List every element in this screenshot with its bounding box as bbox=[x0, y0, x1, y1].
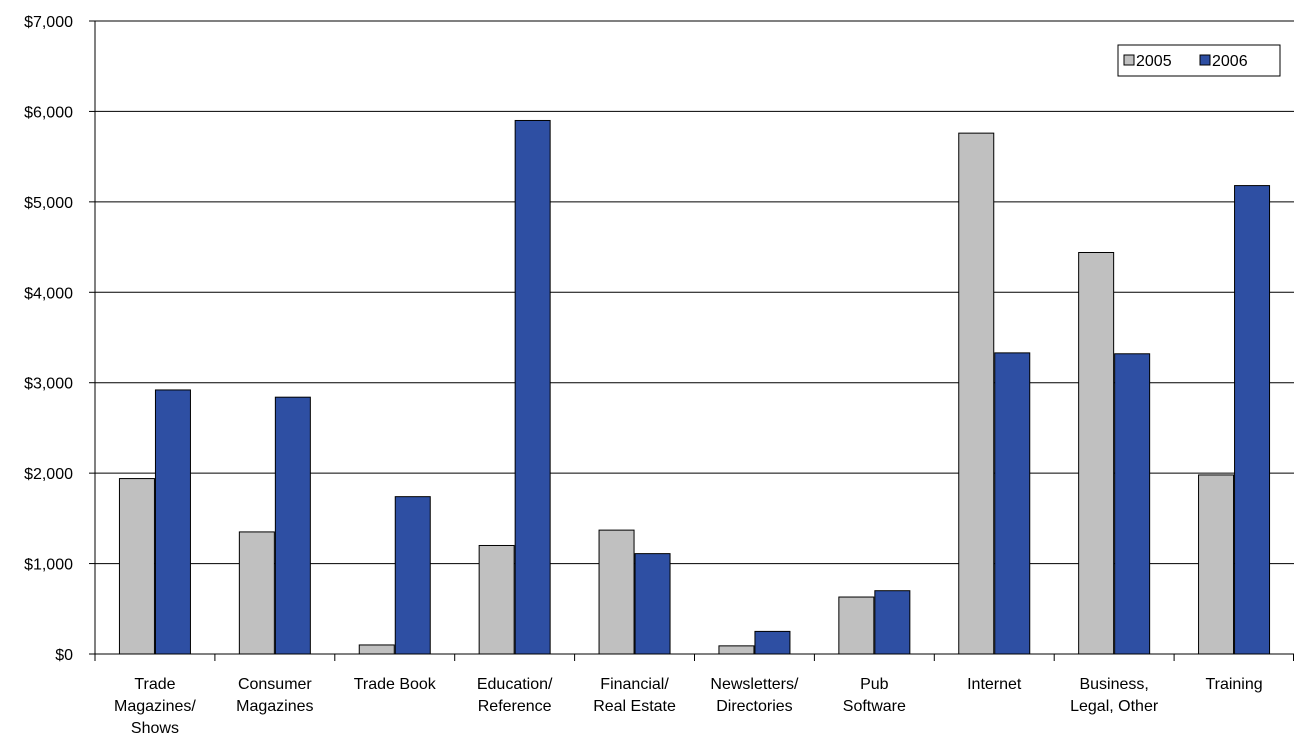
bar-2006 bbox=[394, 496, 431, 655]
bar-2005 bbox=[238, 531, 275, 655]
bar-2006 bbox=[1234, 185, 1271, 655]
bar-2005 bbox=[838, 596, 875, 655]
bar-2005 bbox=[118, 478, 155, 655]
bar-2005 bbox=[358, 644, 395, 655]
y-tick-label: $6,000 bbox=[24, 104, 73, 121]
x-category-label-line: Shows bbox=[131, 720, 179, 737]
legend-swatch-2005 bbox=[1123, 54, 1135, 66]
x-category-label-line: Training bbox=[1205, 676, 1262, 693]
y-tick-label: $1,000 bbox=[24, 557, 73, 574]
x-category-label: Pub Software bbox=[843, 676, 906, 715]
legend-label-2005: 2005 bbox=[1136, 53, 1172, 70]
axes bbox=[94, 21, 1294, 661]
y-tick-label: $7,000 bbox=[24, 14, 73, 31]
bar-2006 bbox=[274, 396, 311, 655]
bar-2005 bbox=[478, 544, 515, 655]
bar-2005 bbox=[1078, 251, 1115, 655]
legend-swatch-2006 bbox=[1199, 54, 1211, 66]
x-category-label-line: Software bbox=[843, 698, 906, 715]
legend-box bbox=[1117, 44, 1281, 77]
legend-label-2006: 2006 bbox=[1212, 53, 1248, 70]
bar-2005 bbox=[958, 132, 995, 655]
x-category-label: Trade Book bbox=[354, 676, 437, 693]
x-category-label-line: Legal, Other bbox=[1070, 698, 1159, 715]
x-category-label: Education/Reference bbox=[477, 676, 553, 715]
x-category-label-line: Internet bbox=[967, 676, 1022, 693]
bar-2005 bbox=[598, 529, 635, 655]
x-category-label-line: Trade Book bbox=[354, 676, 437, 693]
y-tick-label: $4,000 bbox=[24, 285, 73, 302]
x-category-label-line: Education/ bbox=[477, 676, 553, 693]
x-category-label-line: Newsletters/ bbox=[710, 676, 799, 693]
bar-2006 bbox=[514, 119, 551, 655]
x-category-label-line: Trade bbox=[134, 676, 175, 693]
y-tick-label: $3,000 bbox=[24, 376, 73, 393]
x-category-label: Newsletters/Directories bbox=[710, 676, 799, 715]
x-category-label: Internet bbox=[967, 676, 1022, 693]
legend: 2005 2006 bbox=[1117, 44, 1281, 77]
x-category-label-line: Pub bbox=[860, 676, 889, 693]
bars bbox=[118, 119, 1271, 655]
bar-2006 bbox=[634, 553, 671, 655]
x-category-label: Consumer Magazines bbox=[236, 676, 313, 715]
x-category-label-line: Consumer bbox=[238, 676, 312, 693]
x-axis-category-labels: Trade Magazines/Shows Consumer Magazines Tra… bbox=[114, 676, 1263, 737]
x-category-label-line: Business, bbox=[1079, 676, 1148, 693]
x-category-label-line: Directories bbox=[716, 698, 792, 715]
x-category-label-line: Reference bbox=[478, 698, 552, 715]
bar-2006 bbox=[754, 630, 791, 655]
y-axis-tick-labels: $0 $1,000 $2,000 $3,000 $4,000 $5,000 $6,000 $7… bbox=[24, 14, 73, 664]
bar-2006 bbox=[874, 590, 911, 655]
x-category-label: Financial/Real Estate bbox=[593, 676, 676, 715]
x-category-label-line: Financial/ bbox=[600, 676, 669, 693]
y-tick-label: $2,000 bbox=[24, 466, 73, 483]
bar-2006 bbox=[994, 352, 1031, 655]
y-tick-label: $5,000 bbox=[24, 195, 73, 212]
x-category-label-line: Real Estate bbox=[593, 698, 676, 715]
x-category-label: Training bbox=[1205, 676, 1262, 693]
bar-2005 bbox=[718, 645, 755, 655]
bar-2006 bbox=[154, 389, 191, 655]
bar-2006 bbox=[1114, 353, 1151, 655]
bar-2005 bbox=[1198, 474, 1235, 655]
x-category-label-line: Magazines/ bbox=[114, 698, 196, 715]
x-category-label-line: Magazines bbox=[236, 698, 313, 715]
x-category-label: Business, Legal, Other bbox=[1070, 676, 1159, 715]
y-tick-label: $0 bbox=[55, 647, 73, 664]
x-category-label: Trade Magazines/Shows bbox=[114, 676, 196, 737]
